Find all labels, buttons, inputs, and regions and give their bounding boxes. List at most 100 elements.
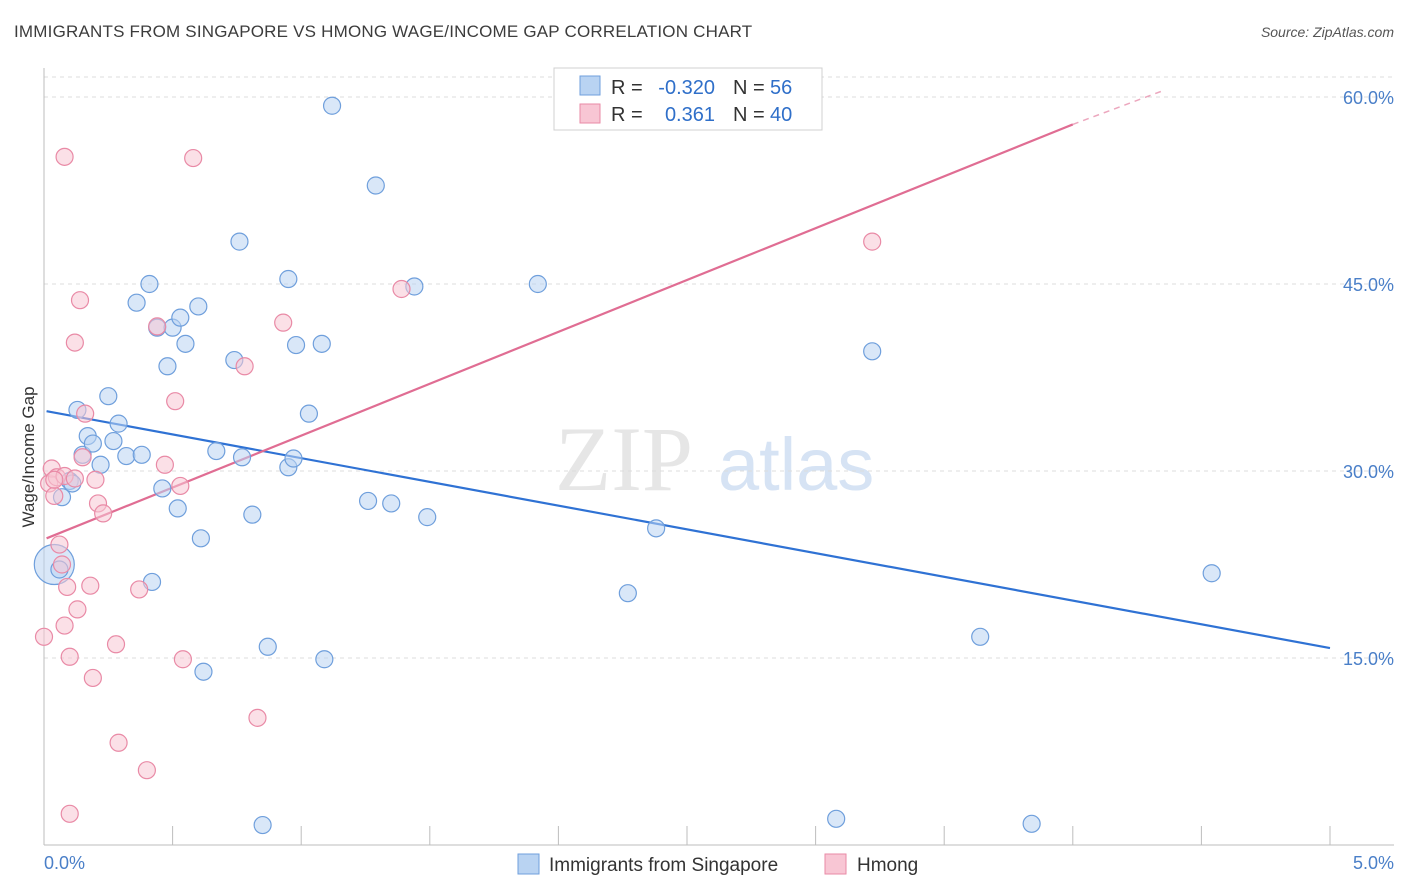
point-singapore — [132, 445, 151, 464]
point-singapore — [243, 505, 262, 524]
point-singapore — [158, 357, 177, 376]
point-singapore — [315, 650, 334, 669]
legend-r-value-2: 0.361 — [665, 104, 715, 126]
point-hmong — [65, 333, 84, 352]
y-tick-label: 45.0% — [1343, 275, 1394, 295]
point-singapore — [194, 662, 213, 681]
point-singapore — [117, 446, 136, 466]
point-hmong — [52, 555, 72, 574]
point-hmong — [171, 476, 190, 496]
point-hmong — [73, 448, 92, 467]
point-singapore — [322, 96, 342, 115]
point-hmong — [148, 317, 167, 336]
x-tick-label-max: 5.0% — [1353, 853, 1394, 873]
point-hmong — [60, 647, 79, 666]
point-singapore — [99, 387, 118, 406]
legend-r-label-1: R = — [611, 77, 643, 99]
point-singapore — [284, 449, 303, 468]
y-axis-label: Wage/Income Gap — [19, 386, 38, 527]
point-hmong — [76, 404, 95, 423]
watermark-zip: ZIP — [555, 408, 693, 510]
y-tick-label: 60.0% — [1343, 88, 1394, 108]
y-tick-labels: 15.0% 30.0% 45.0% 60.0% — [1343, 88, 1394, 669]
legend-r-label-2: R = — [611, 104, 643, 126]
bottom-legend-swatch-pink — [824, 853, 847, 875]
point-hmong — [55, 147, 74, 166]
point-singapore — [176, 334, 195, 353]
series-legend: Immigrants from Singapore Hmong — [517, 853, 918, 876]
trend-line-hmong — [46, 123, 1074, 540]
point-singapore — [207, 441, 226, 461]
point-singapore — [168, 499, 187, 518]
point-singapore — [358, 491, 378, 511]
point-hmong — [863, 232, 882, 251]
point-singapore — [189, 297, 208, 316]
point-singapore — [863, 342, 882, 361]
point-singapore — [83, 434, 102, 453]
point-hmong — [81, 576, 100, 595]
legend-n-value-2: 40 — [770, 104, 792, 126]
x-tick-label-min: 0.0% — [44, 853, 85, 873]
bottom-legend-swatch-blue — [517, 853, 540, 875]
point-singapore — [418, 508, 437, 527]
point-singapore — [104, 431, 123, 451]
point-hmong — [106, 635, 126, 654]
point-hmong — [55, 616, 74, 635]
point-singapore — [232, 448, 252, 467]
trend-line-singapore — [46, 410, 1331, 650]
point-singapore — [109, 414, 128, 433]
point-singapore — [366, 176, 385, 195]
chart-title: IMMIGRANTS FROM SINGAPORE VS HMONG WAGE/… — [14, 22, 753, 41]
point-hmong — [166, 392, 185, 411]
point-singapore — [312, 334, 331, 353]
point-singapore — [140, 274, 159, 294]
point-hmong — [235, 357, 254, 376]
point-singapore — [1022, 814, 1041, 833]
point-hmong — [109, 733, 128, 752]
point-hmong — [392, 279, 411, 299]
point-hmong — [173, 650, 192, 669]
point-hmong — [68, 600, 87, 619]
point-hmong — [94, 504, 113, 523]
point-singapore — [827, 809, 846, 828]
points — [33, 96, 1221, 835]
legend-swatch-blue — [579, 75, 601, 96]
legend-r-value-1: -0.320 — [658, 77, 715, 99]
point-hmong — [34, 627, 54, 646]
point-hmong — [45, 486, 64, 506]
trend-lines — [46, 90, 1331, 650]
point-hmong — [130, 580, 149, 599]
point-singapore — [279, 269, 298, 289]
point-singapore — [971, 627, 990, 646]
point-hmong — [45, 470, 64, 489]
point-hmong — [274, 313, 293, 332]
point-singapore — [382, 494, 401, 513]
point-hmong — [58, 577, 77, 597]
point-singapore — [299, 404, 319, 423]
point-singapore — [171, 308, 190, 327]
point-singapore — [647, 519, 666, 538]
point-singapore — [230, 232, 249, 251]
point-hmong — [155, 455, 174, 474]
point-singapore — [258, 637, 277, 656]
point-hmong — [137, 761, 156, 780]
point-hmong — [50, 535, 69, 554]
bottom-legend-label-singapore: Immigrants from Singapore — [549, 855, 778, 876]
bottom-legend-label-hmong: Hmong — [857, 855, 918, 876]
point-singapore — [153, 479, 172, 498]
chart-source: Source: ZipAtlas.com — [1260, 24, 1394, 40]
y-tick-label: 15.0% — [1343, 649, 1394, 669]
point-hmong — [70, 291, 90, 310]
trend-line-hmong-extension — [1072, 90, 1164, 126]
point-singapore — [618, 584, 637, 603]
point-singapore — [286, 335, 306, 355]
point-singapore — [253, 815, 272, 835]
point-hmong — [86, 470, 105, 489]
point-hmong — [184, 148, 203, 168]
point-singapore — [127, 293, 146, 312]
point-singapore — [1202, 564, 1221, 583]
point-singapore — [528, 274, 547, 294]
legend-n-label-2: N = — [733, 104, 765, 126]
axes — [43, 68, 1394, 846]
